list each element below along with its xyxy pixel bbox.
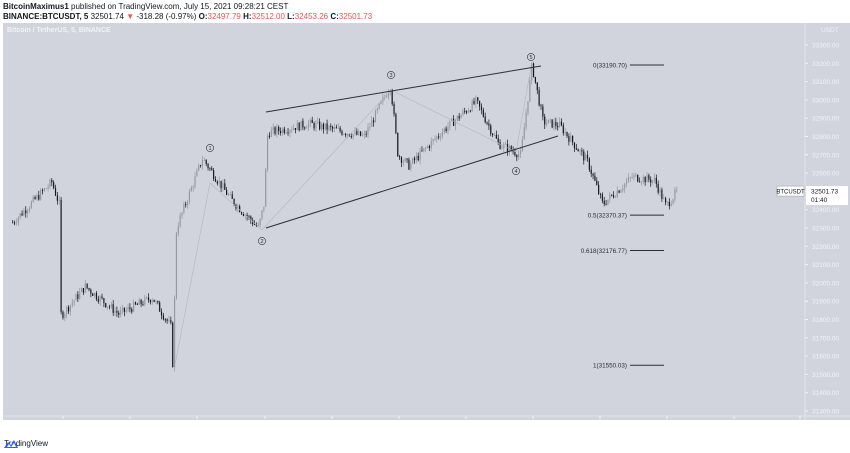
svg-text:31500.00: 31500.00	[812, 372, 839, 379]
high-value: 32512.00	[251, 12, 285, 21]
chart-pane[interactable]: 33300.00 33200.00 33100.00 33000.00 32900.00…	[3, 23, 850, 420]
symbol-info: BINANCE:BTCUSDT, 5 32501.74 ▼ -318.28 (-…	[3, 12, 372, 21]
publish-info: BitcoinMaximus1 published on TradingView…	[3, 2, 288, 11]
svg-text:33200.00: 33200.00	[812, 61, 839, 68]
down-arrow-icon: ▼	[126, 12, 135, 21]
svg-text:32501.73: 32501.73	[811, 188, 838, 195]
svg-text:31300.00: 31300.00	[812, 409, 839, 416]
close-value: 32501.73	[338, 12, 373, 21]
price-chart[interactable]: 33300.00 33200.00 33100.00 33000.00 32900.00…	[3, 23, 850, 420]
svg-text:32000.00: 32000.00	[812, 280, 839, 287]
svg-text:32200.00: 32200.00	[812, 244, 839, 251]
svg-text:4: 4	[514, 169, 517, 175]
svg-text:2: 2	[260, 239, 263, 245]
svg-text:32800.00: 32800.00	[812, 134, 839, 141]
pane-title: Bitcoin / TetherUS, 5, BINANCE	[7, 27, 111, 34]
svg-text:33000.00: 33000.00	[812, 97, 839, 104]
open-value: 32497.79	[207, 12, 241, 21]
high-label: H:	[243, 12, 252, 21]
svg-text:32300.00: 32300.00	[812, 226, 839, 233]
svg-text:1: 1	[208, 146, 211, 152]
svg-text:USDT: USDT	[821, 27, 839, 34]
brand-label: TradingView	[4, 439, 49, 448]
author-name: BitcoinMaximus1	[3, 2, 69, 11]
svg-text:0(33190.70): 0(33190.70)	[593, 62, 627, 69]
svg-text:31800.00: 31800.00	[812, 317, 839, 324]
low-value: 32453.26	[294, 12, 329, 21]
svg-text:5: 5	[529, 55, 532, 61]
svg-text:0.5(32370.37): 0.5(32370.37)	[588, 212, 627, 219]
last-price: 32501.74	[90, 12, 124, 21]
svg-text:01:40: 01:40	[811, 197, 828, 204]
svg-text:31600.00: 31600.00	[812, 354, 839, 361]
symbol: BINANCE:BTCUSDT, 5	[3, 12, 89, 21]
svg-text:3: 3	[389, 73, 392, 79]
tradingview-brand[interactable]: TradingView	[4, 439, 48, 448]
svg-text:1(31550.03): 1(31550.03)	[593, 363, 627, 370]
price-change: -318.28 (-0.97%)	[136, 12, 197, 21]
published-text: published on TradingView.com, July 15, 2…	[71, 2, 289, 11]
svg-text:32100.00: 32100.00	[812, 262, 839, 269]
svg-text:31400.00: 31400.00	[812, 390, 839, 397]
svg-text:31700.00: 31700.00	[812, 335, 839, 342]
svg-text:32400.00: 32400.00	[812, 207, 839, 214]
svg-text:31900.00: 31900.00	[812, 299, 839, 306]
svg-text:32600.00: 32600.00	[812, 171, 839, 178]
svg-text:33100.00: 33100.00	[812, 79, 839, 86]
svg-text:32900.00: 32900.00	[812, 116, 839, 123]
close-label: C:	[330, 12, 339, 21]
svg-text:32700.00: 32700.00	[812, 152, 839, 159]
low-label: L:	[287, 12, 295, 21]
svg-text:0.618(32176.77): 0.618(32176.77)	[581, 248, 627, 255]
svg-text:BTCUSDT: BTCUSDT	[776, 189, 805, 195]
svg-text:33300.00: 33300.00	[812, 43, 839, 50]
tradingview-logo-icon	[4, 440, 18, 448]
open-label: O:	[198, 12, 208, 21]
